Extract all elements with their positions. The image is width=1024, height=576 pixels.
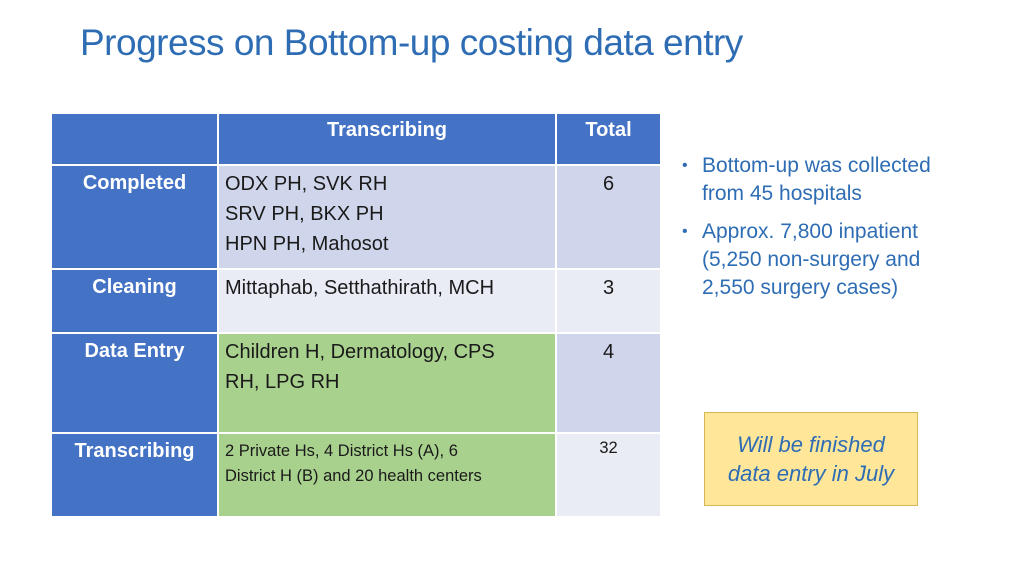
row-label: Transcribing (50, 432, 219, 518)
bullet-dot-icon: • (682, 223, 688, 240)
bullet-dot-icon: • (682, 157, 688, 174)
table-row-data-entry: Data Entry Children H, Dermatology, CPS … (50, 332, 662, 434)
row-facilities: ODX PH, SVK RH SRV PH, BKX PH HPN PH, Ma… (217, 164, 557, 270)
row-label: Data Entry (50, 332, 219, 434)
summary-bullets: • Bottom-up was collected from 45 hospit… (682, 152, 982, 312)
progress-table: Transcribing Total Completed ODX PH, SVK… (50, 112, 662, 518)
row-label: Cleaning (50, 268, 219, 334)
row-total: 6 (555, 164, 662, 270)
row-label: Completed (50, 164, 219, 270)
bullet-item: • Approx. 7,800 inpatient (5,250 non-sur… (682, 220, 921, 299)
table-row-cleaning: Cleaning Mittaphab, Setthathirath, MCH 3 (50, 268, 662, 334)
row-total: 32 (555, 432, 662, 518)
header-cell-transcribing: Transcribing (217, 112, 557, 166)
table-row-transcribing: Transcribing 2 Private Hs, 4 District Hs… (50, 432, 662, 518)
bullet-item: • Bottom-up was collected from 45 hospit… (682, 154, 931, 205)
table-row-completed: Completed ODX PH, SVK RH SRV PH, BKX PH … (50, 164, 662, 270)
page-title: Progress on Bottom-up costing data entry (80, 22, 743, 63)
table-header-row: Transcribing Total (50, 112, 662, 166)
header-cell-blank (50, 112, 219, 166)
completion-note: Will be finished data entry in July (704, 412, 918, 506)
row-total: 4 (555, 332, 662, 434)
row-facilities: Children H, Dermatology, CPS RH, LPG RH (217, 332, 557, 434)
row-facilities: Mittaphab, Setthathirath, MCH (217, 268, 557, 334)
header-cell-total: Total (555, 112, 662, 166)
row-facilities: 2 Private Hs, 4 District Hs (A), 6 Distr… (217, 432, 557, 518)
row-total: 3 (555, 268, 662, 334)
